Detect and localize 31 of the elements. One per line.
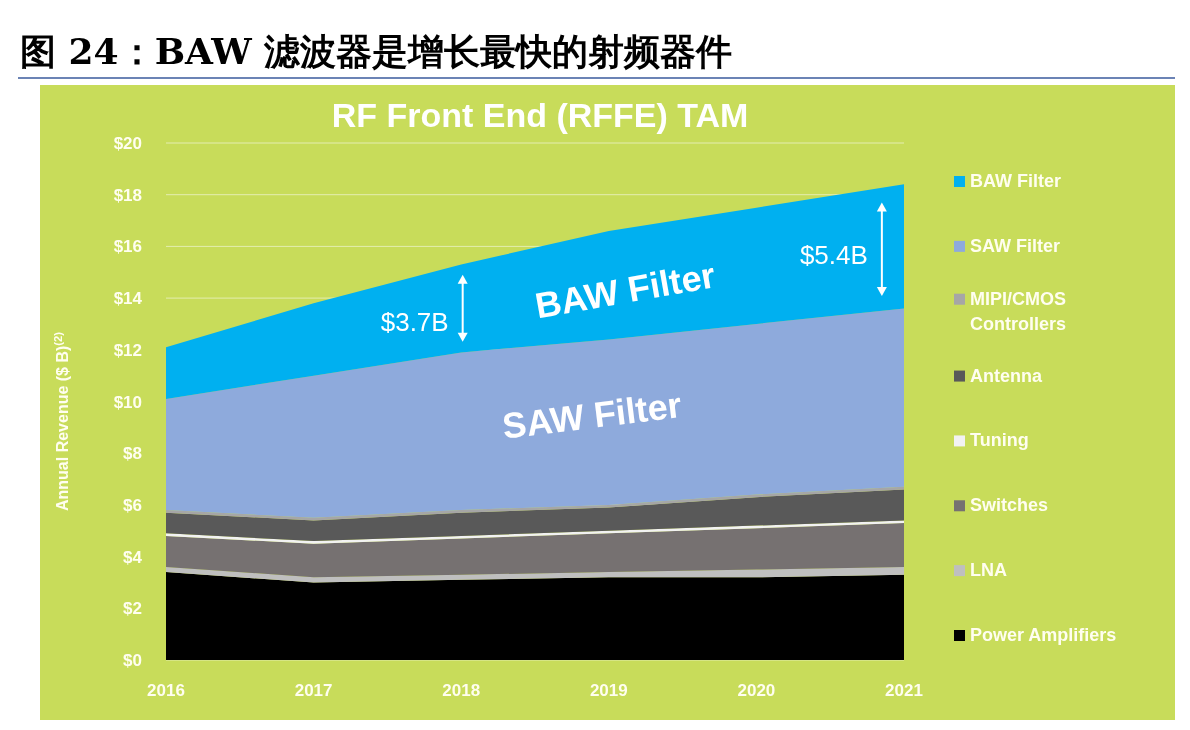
legend-label: Tuning	[970, 430, 1029, 451]
y-tick-label: $16	[113, 237, 142, 257]
y-tick-label: $12	[113, 340, 142, 360]
annotation: BAW Filter	[531, 253, 719, 326]
x-tick-label: 2018	[442, 681, 481, 700]
legend-label: Switches	[970, 495, 1049, 516]
x-tick-label: 2016	[147, 681, 185, 700]
x-tick-label: 2020	[737, 681, 776, 700]
chart-subtitle: RF Front End (RFFE) TAM	[331, 96, 749, 134]
y-tick-label: $20	[113, 134, 142, 153]
legend-label: BAW Filter	[970, 171, 1062, 191]
y-tick-label: $2	[123, 599, 142, 619]
y-tick-label: $0	[123, 651, 142, 670]
legend-label: Antenna	[970, 365, 1043, 386]
legend-label: MIPI/CMOS Controllers	[970, 288, 1067, 334]
legend-label: Power Amplifiers	[970, 625, 1117, 645]
y-tick-label: $4	[123, 547, 143, 567]
annotation: SAW Filter	[499, 383, 684, 447]
legend-label: SAW Filter	[970, 235, 1061, 256]
x-tick-label: 2017	[294, 681, 333, 700]
y-tick-label: $8	[123, 444, 142, 464]
chart-title: 图 24：BAW 滤波器是增长最快的射频器件	[20, 30, 733, 72]
x-tick-label: 2021	[885, 681, 923, 700]
y-tick-label: $18	[113, 185, 142, 205]
y-tick-label: $6	[123, 495, 142, 515]
x-tick-label: 2019	[589, 681, 628, 700]
legend-label: LNA	[970, 560, 1007, 581]
annotation: $5.4B	[799, 240, 868, 271]
annotation: $3.7B	[380, 306, 449, 337]
y-tick-label: $14	[113, 289, 143, 309]
y-tick-label: $10	[113, 392, 142, 412]
